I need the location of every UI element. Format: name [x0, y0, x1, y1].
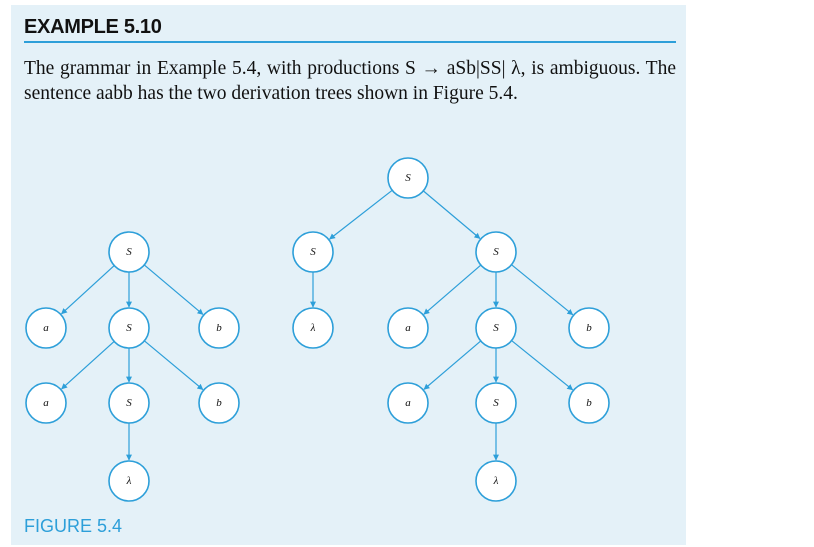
node-label: S — [126, 246, 132, 258]
tree-node: S — [108, 231, 150, 273]
node-circle — [475, 460, 517, 502]
tree-edge — [511, 264, 574, 316]
tree-edge — [423, 340, 482, 390]
node-circle — [108, 460, 150, 502]
node-circle — [108, 231, 150, 273]
tree-node: λ — [475, 460, 517, 502]
node-circle — [292, 307, 334, 349]
tree-node: S — [387, 157, 429, 199]
node-circle — [387, 382, 429, 424]
figure-caption: FIGURE 5.4 — [24, 516, 123, 536]
heading-rule — [24, 41, 676, 43]
node-label: b — [586, 397, 592, 409]
node-circle — [198, 307, 240, 349]
node-label: λ — [310, 322, 316, 334]
node-circle — [108, 307, 150, 349]
node-label: S — [126, 322, 132, 334]
tree-edge — [61, 265, 115, 315]
node-circle — [25, 307, 67, 349]
tree-node: b — [198, 307, 240, 349]
node-label: λ — [126, 475, 132, 487]
tree-edge — [329, 189, 393, 240]
node-label: a — [43, 322, 49, 334]
tree-edge — [422, 190, 481, 239]
node-label: S — [405, 172, 411, 184]
tree-node: b — [568, 307, 610, 349]
node-label: b — [586, 322, 592, 334]
tree-node: S — [108, 382, 150, 424]
tree-node: S — [292, 231, 334, 273]
tree-edge — [61, 340, 115, 390]
node-circle — [568, 382, 610, 424]
node-label: S — [493, 246, 499, 258]
node-label: S — [493, 397, 499, 409]
tree-node: S — [475, 382, 517, 424]
node-label: a — [405, 322, 411, 334]
node-label: S — [310, 246, 316, 258]
node-circle — [475, 307, 517, 349]
node-circle — [387, 307, 429, 349]
node-circle — [198, 382, 240, 424]
node-label: S — [126, 397, 132, 409]
tree-node: a — [25, 382, 67, 424]
tree-node: λ — [292, 307, 334, 349]
node-circle — [387, 157, 429, 199]
tree-node: λ — [108, 460, 150, 502]
tree-node: S — [475, 231, 517, 273]
node-circle — [475, 382, 517, 424]
node-circle — [475, 231, 517, 273]
node-circle — [25, 382, 67, 424]
tree-edge — [143, 340, 204, 391]
tree-node: a — [387, 307, 429, 349]
node-label: λ — [493, 475, 499, 487]
tree-node: S — [108, 307, 150, 349]
tree-edge — [423, 264, 482, 315]
tree-edge — [511, 340, 574, 391]
node-label: a — [43, 397, 49, 409]
node-label: S — [493, 322, 499, 334]
tree-node: S — [475, 307, 517, 349]
node-label: b — [216, 397, 222, 409]
example-box: EXAMPLE 5.10 The grammar in Example 5.4,… — [11, 5, 686, 545]
node-circle — [568, 307, 610, 349]
node-circle — [292, 231, 334, 273]
example-paragraph: The grammar in Example 5.4, with product… — [24, 56, 676, 106]
node-label: b — [216, 322, 222, 334]
example-paragraph-text: The grammar in Example 5.4, with product… — [24, 58, 676, 104]
node-circle — [108, 382, 150, 424]
tree-node: a — [25, 307, 67, 349]
node-label: a — [405, 397, 411, 409]
tree-edges — [61, 189, 574, 461]
tree-node: b — [568, 382, 610, 424]
example-heading: EXAMPLE 5.10 — [24, 16, 162, 38]
tree-node: b — [198, 382, 240, 424]
tree-node: a — [387, 382, 429, 424]
tree-edge — [143, 264, 204, 315]
